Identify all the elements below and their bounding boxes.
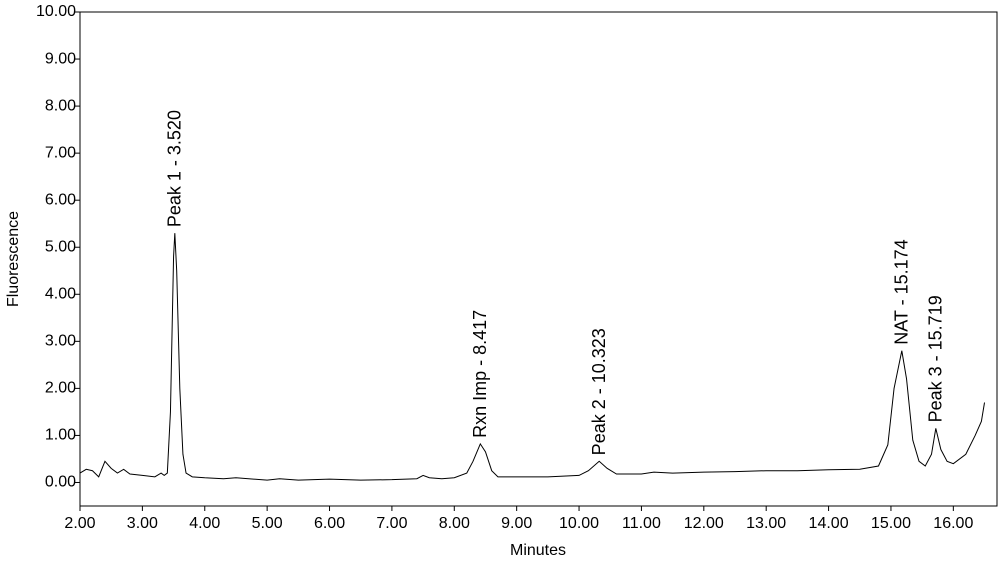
peak-label: Peak 2 - 10.323 (589, 328, 609, 455)
y-tick-label: 7.00 (45, 144, 76, 161)
x-tick-label: 16.00 (933, 515, 973, 532)
plot-frame (79, 11, 998, 507)
y-axis-label: Fluorescence (5, 211, 22, 307)
x-tick-label: 10.00 (559, 515, 599, 532)
x-tick-label: 5.00 (252, 515, 283, 532)
y-tick-label: 3.00 (45, 333, 76, 350)
y-tick-label: 9.00 (45, 50, 76, 67)
x-tick-label: 6.00 (314, 515, 345, 532)
x-axis-label: Minutes (510, 542, 566, 559)
peak-label: Rxn Imp - 8.417 (470, 310, 490, 438)
x-tick-label: 8.00 (439, 515, 470, 532)
x-tick-label: 11.00 (622, 515, 661, 532)
x-tick-label: 13.00 (746, 515, 786, 532)
trace (79, 233, 986, 481)
y-tick-label: 8.00 (45, 97, 76, 114)
y-tick-label: 4.00 (45, 286, 76, 303)
y-tick-label: 10.00 (36, 3, 76, 20)
peak-label: NAT - 15.174 (892, 239, 912, 344)
x-tick-label: 3.00 (127, 515, 158, 532)
x-tick-label: 9.00 (501, 515, 532, 532)
x-tick-label: 15.00 (871, 515, 911, 532)
y-tick-label: 0.00 (45, 474, 76, 491)
x-tick-label: 4.00 (189, 515, 220, 532)
x-tick-label: 7.00 (376, 515, 407, 532)
x-tick-label: 14.00 (809, 515, 849, 532)
peak-label: Peak 3 - 15.719 (926, 295, 946, 422)
y-tick-label: 2.00 (45, 380, 76, 397)
y-tick-label: 5.00 (45, 238, 76, 255)
peak-label: Peak 1 - 3.520 (165, 110, 185, 227)
x-tick-label: 2.00 (64, 515, 95, 532)
y-tick-label: 6.00 (45, 191, 76, 208)
x-tick-label: 12.00 (684, 515, 724, 532)
y-tick-label: 1.00 (45, 427, 76, 444)
